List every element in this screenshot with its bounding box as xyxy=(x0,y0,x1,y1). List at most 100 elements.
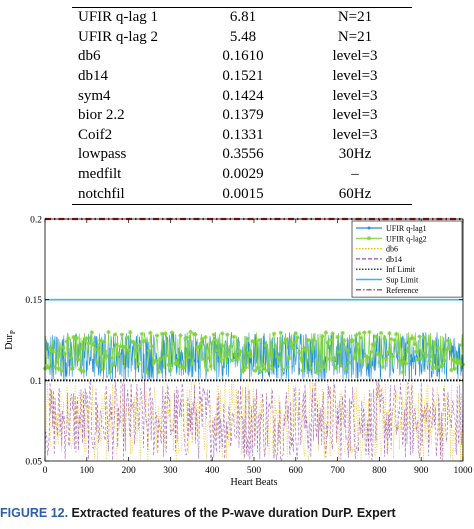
x-tick-label: 0 xyxy=(43,466,48,476)
x-tick-label: 500 xyxy=(247,466,262,476)
series-marker-ufir-q-lag2 xyxy=(263,342,268,348)
series-marker-ufir-q-lag2 xyxy=(74,335,79,341)
series-marker-ufir-q-lag2 xyxy=(124,335,130,340)
series-marker-ufir-q-lag2 xyxy=(101,339,106,344)
series-marker-ufir-q-lag2 xyxy=(216,352,222,357)
series-marker-ufir-q-lag2 xyxy=(410,335,416,341)
table-row: lowpass 0.3556 30Hz xyxy=(72,145,412,165)
series-marker-ufir-q-lag2 xyxy=(400,369,406,375)
series-marker-ufir-q-lag2 xyxy=(71,334,76,340)
series-marker-ufir-q-lag2 xyxy=(248,354,253,359)
series-marker-ufir-q-lag2 xyxy=(243,365,248,370)
series-marker-ufir-q-lag2 xyxy=(51,349,56,354)
series-marker-ufir-q-lag2 xyxy=(72,336,78,342)
series-marker-ufir-q-lag2 xyxy=(447,346,452,351)
legend-marker xyxy=(366,236,372,241)
series-marker-ufir-q-lag2 xyxy=(327,356,332,362)
series-marker-ufir-q-lag2 xyxy=(203,334,208,340)
legend-label: Reference xyxy=(386,286,419,295)
series-marker-ufir-q-lag2 xyxy=(253,368,258,373)
series-marker-ufir-q-lag2 xyxy=(148,330,153,336)
series-marker-ufir-q-lag2 xyxy=(367,329,372,335)
method-cell: UFIR q-lag 2 xyxy=(78,28,158,45)
series-marker-ufir-q-lag2 xyxy=(128,329,133,335)
series-marker-ufir-q-lag2 xyxy=(106,329,111,335)
series-marker-ufir-q-lag2 xyxy=(196,345,202,350)
series-marker-ufir-q-lag2 xyxy=(199,336,205,342)
parameter-cell: 60Hz xyxy=(338,185,372,202)
series-marker-ufir-q-lag2 xyxy=(420,351,426,356)
series-marker-ufir-q-lag2 xyxy=(149,344,155,349)
series-marker-ufir-q-lag2 xyxy=(425,341,431,347)
series-marker-ufir-q-lag2 xyxy=(375,352,380,357)
parameter-cell: N=21 xyxy=(337,28,373,45)
series-marker-ufir-q-lag2 xyxy=(395,349,400,355)
series-marker-ufir-q-lag2 xyxy=(358,335,364,341)
value-cell: 0.1331 xyxy=(222,126,264,143)
series-marker-ufir-q-lag2 xyxy=(91,341,96,346)
series-marker-ufir-q-lag2 xyxy=(225,332,230,337)
series-marker-ufir-q-lag2 xyxy=(392,337,397,343)
x-tick-label: 100 xyxy=(80,466,95,476)
series-marker-ufir-q-lag2 xyxy=(308,365,314,371)
series-marker-ufir-q-lag2 xyxy=(345,347,350,353)
value-cell: 0.1379 xyxy=(222,107,264,124)
series-marker-ufir-q-lag2 xyxy=(97,338,103,343)
series-marker-ufir-q-lag2 xyxy=(246,351,252,356)
series-marker-ufir-q-lag2 xyxy=(452,366,457,371)
series-marker-ufir-q-lag2 xyxy=(81,369,86,374)
series-marker-ufir-q-lag2 xyxy=(154,333,160,338)
series-marker-ufir-q-lag2 xyxy=(57,351,63,356)
series-marker-ufir-q-lag2 xyxy=(357,331,362,336)
series-marker-ufir-q-lag2 xyxy=(323,330,329,335)
series-marker-ufir-q-lag2 xyxy=(176,363,181,369)
series-marker-ufir-q-lag2 xyxy=(52,365,58,370)
legend-marker xyxy=(367,226,371,230)
series-marker-ufir-q-lag2 xyxy=(109,355,115,361)
series-marker-ufir-q-lag2 xyxy=(99,366,105,372)
results-table: UFIR q-lag 1 6.81 N=21 UFIR q-lag 2 5.48 N=21… xyxy=(72,0,412,205)
x-tick-label: 1000 xyxy=(454,466,473,476)
series-marker-ufir-q-lag2 xyxy=(226,352,232,357)
series-marker-ufir-q-lag2 xyxy=(271,331,277,337)
series-marker-ufir-q-lag2 xyxy=(193,332,198,337)
series-marker-ufir-q-lag2 xyxy=(181,365,186,371)
series-marker-ufir-q-lag2 xyxy=(208,363,213,369)
series-marker-ufir-q-lag2 xyxy=(322,364,327,369)
series-marker-ufir-q-lag2 xyxy=(141,339,146,344)
series-marker-ufir-q-lag2 xyxy=(161,355,166,360)
caption-text: Extracted features of the P-wave duratio… xyxy=(68,506,344,520)
series-marker-ufir-q-lag2 xyxy=(126,347,131,353)
series-marker-ufir-q-lag2 xyxy=(158,357,163,362)
table-row: sym4 0.1424 level=3 xyxy=(72,86,412,106)
series-marker-ufir-q-lag2 xyxy=(290,345,295,350)
series-marker-ufir-q-lag2 xyxy=(424,353,429,358)
series-marker-ufir-q-lag2 xyxy=(440,363,446,368)
series-marker-ufir-q-lag2 xyxy=(296,349,302,355)
series-marker-ufir-q-lag2 xyxy=(288,342,293,347)
series-marker-ufir-q-lag2 xyxy=(283,337,288,342)
series-marker-ufir-q-lag2 xyxy=(449,367,454,373)
y-axis-label-sub: P xyxy=(9,330,17,334)
series-marker-ufir-q-lag2 xyxy=(320,333,325,339)
series-marker-ufir-q-lag2 xyxy=(280,367,285,372)
series-marker-ufir-q-lag2 xyxy=(442,358,447,363)
series-marker-ufir-q-lag2 xyxy=(337,349,342,354)
series-marker-ufir-q-lag2 xyxy=(291,340,297,345)
series-marker-ufir-q-lag2 xyxy=(330,331,335,336)
series-marker-ufir-q-lag2 xyxy=(390,354,395,359)
series-marker-ufir-q-lag2 xyxy=(143,338,148,343)
series-marker-ufir-q-lag2 xyxy=(260,363,265,369)
series-marker-ufir-q-lag2 xyxy=(228,344,233,349)
series-marker-ufir-q-lag2 xyxy=(133,342,138,347)
method-cell: db6 xyxy=(78,48,101,65)
series-marker-ufir-q-lag2 xyxy=(231,334,237,340)
series-marker-ufir-q-lag2 xyxy=(398,360,404,365)
series-marker-ufir-q-lag2 xyxy=(258,369,263,375)
method-cell: UFIR q-lag 1 xyxy=(78,9,158,26)
series-marker-ufir-q-lag2 xyxy=(278,330,283,335)
value-cell: 0.1610 xyxy=(222,48,264,65)
series-marker-ufir-q-lag2 xyxy=(407,356,412,361)
series-marker-ufir-q-lag2 xyxy=(164,353,170,358)
